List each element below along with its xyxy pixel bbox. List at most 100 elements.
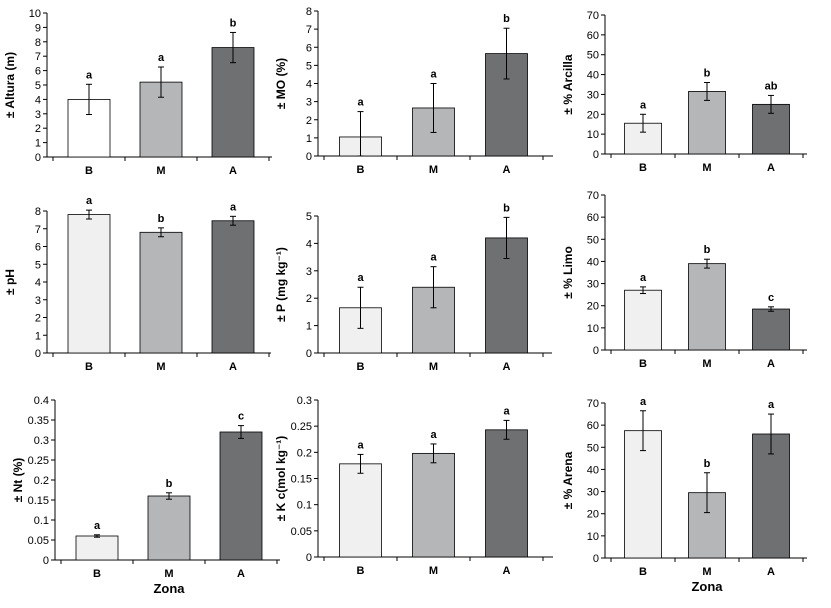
y-tick-label: 1: [306, 133, 312, 145]
y-tick-label: 10: [587, 323, 599, 335]
x-category-label: A: [503, 164, 511, 176]
x-category-label: M: [702, 162, 711, 174]
x-category-label: A: [237, 568, 245, 580]
bar-M: [688, 91, 726, 155]
chart-panel-7: 0 0.05 0.1 0.15 0.2 0.25 0.3 0.35 0.4 a Bb Mc A ± Nt …: [11, 395, 280, 596]
y-tick-label: 70: [587, 398, 599, 410]
y-tick-label: 0.1: [34, 515, 49, 527]
y-tick-label: 60: [587, 212, 599, 224]
significance-letter: a: [158, 52, 165, 64]
significance-letter: a: [86, 69, 93, 81]
y-tick-label: 0: [35, 152, 41, 164]
y-tick-label: 0.3: [34, 435, 49, 447]
significance-letter: a: [768, 399, 775, 411]
significance-letter: ab: [765, 80, 778, 92]
x-category-label: M: [429, 164, 438, 176]
y-tick-label: 3: [35, 295, 41, 307]
x-category-label: M: [156, 165, 165, 177]
y-axis-label: ± pH: [3, 269, 17, 295]
bar-B: [67, 214, 111, 354]
significance-letter: b: [704, 244, 711, 256]
significance-letter: a: [640, 272, 647, 284]
bar-M: [139, 231, 183, 354]
x-category-label: B: [357, 565, 365, 577]
bar-M: [147, 495, 191, 561]
significance-letter: a: [430, 69, 437, 81]
significance-letter: c: [768, 292, 774, 304]
y-tick-label: 0.3: [297, 395, 312, 407]
significance-letter: a: [430, 429, 437, 441]
chart-panel-3: 0 10 20 30 40 50 60 70 a Bb Mab A ± % Arcilla: [561, 10, 807, 174]
y-tick-label: 3: [306, 97, 312, 109]
significance-letter: a: [640, 396, 647, 408]
significance-letter: b: [230, 17, 237, 29]
y-tick-label: 30: [587, 279, 599, 291]
significance-letter: a: [640, 99, 647, 111]
y-tick-label: 70: [587, 10, 599, 22]
chart-panel-6: 0 10 20 30 40 50 60 70 a Bb Mc A ± % Limo: [561, 190, 807, 370]
y-tick-label: 0.05: [28, 535, 49, 547]
bar-A: [211, 47, 255, 158]
significance-letter: c: [238, 411, 244, 423]
y-tick-label: 20: [587, 509, 599, 521]
y-tick-label: 3: [35, 109, 41, 121]
bar-A: [752, 308, 790, 351]
x-category-label: M: [702, 358, 711, 370]
x-category-label: A: [503, 565, 511, 577]
x-category-label: B: [93, 568, 101, 580]
y-tick-label: 5: [35, 80, 41, 92]
chart-panel-9: 0 10 20 30 40 50 60 70 a Bb Ma A ± % Arena Zona: [561, 396, 807, 594]
y-tick-label: 0.35: [28, 415, 49, 427]
y-tick-label: 0: [593, 149, 599, 161]
y-tick-label: 0: [593, 345, 599, 357]
y-axis-label: ± % Arena: [561, 451, 575, 509]
y-tick-label: 20: [587, 109, 599, 121]
x-category-label: M: [156, 361, 165, 373]
x-category-label: A: [767, 358, 775, 370]
x-category-label: B: [85, 361, 93, 373]
significance-letter: b: [704, 68, 711, 80]
x-category-label: B: [639, 162, 647, 174]
x-category-label: B: [639, 358, 647, 370]
bar-A: [752, 433, 790, 559]
significance-letter: a: [430, 252, 437, 264]
y-tick-label: 7: [35, 224, 41, 236]
y-tick-label: 8: [35, 37, 41, 49]
y-tick-label: 30: [587, 487, 599, 499]
chart-panel-4: 0 1 2 3 4 5 6 7 8 a Bb Ma A ± pH: [3, 195, 271, 373]
y-tick-label: 20: [587, 301, 599, 313]
y-tick-label: 2: [306, 115, 312, 127]
y-tick-label: 4: [306, 238, 312, 250]
y-tick-label: 30: [587, 89, 599, 101]
chart-panel-5: 0 1 2 3 4 5 a Ba Mb A ± P (mg kg⁻¹): [274, 202, 552, 373]
y-tick-label: 0: [306, 552, 312, 564]
y-tick-label: 10: [29, 8, 41, 20]
y-tick-label: 0.1: [297, 500, 312, 512]
significance-letter: a: [86, 195, 93, 207]
y-tick-label: 50: [587, 50, 599, 62]
y-tick-label: 0: [306, 151, 312, 163]
y-tick-label: 1: [35, 138, 41, 150]
x-category-label: A: [229, 361, 237, 373]
y-tick-label: 0.2: [297, 447, 312, 459]
y-tick-label: 2: [35, 123, 41, 135]
significance-letter: a: [94, 520, 101, 532]
y-tick-label: 7: [306, 24, 312, 36]
y-tick-label: 8: [35, 206, 41, 218]
y-tick-label: 0: [43, 555, 49, 567]
bar-B: [624, 122, 662, 155]
y-tick-label: 10: [587, 129, 599, 141]
y-tick-label: 0.05: [291, 526, 312, 538]
significance-letter: a: [357, 439, 364, 451]
x-category-label: M: [429, 565, 438, 577]
y-tick-label: 60: [587, 30, 599, 42]
y-tick-label: 60: [587, 420, 599, 432]
y-axis-label: ± MO (%): [274, 58, 288, 109]
y-tick-label: 0: [593, 553, 599, 565]
bar-B: [75, 535, 119, 561]
y-tick-label: 50: [587, 442, 599, 454]
y-tick-label: 6: [35, 242, 41, 254]
y-tick-label: 4: [35, 94, 41, 106]
y-tick-label: 0.15: [28, 495, 49, 507]
